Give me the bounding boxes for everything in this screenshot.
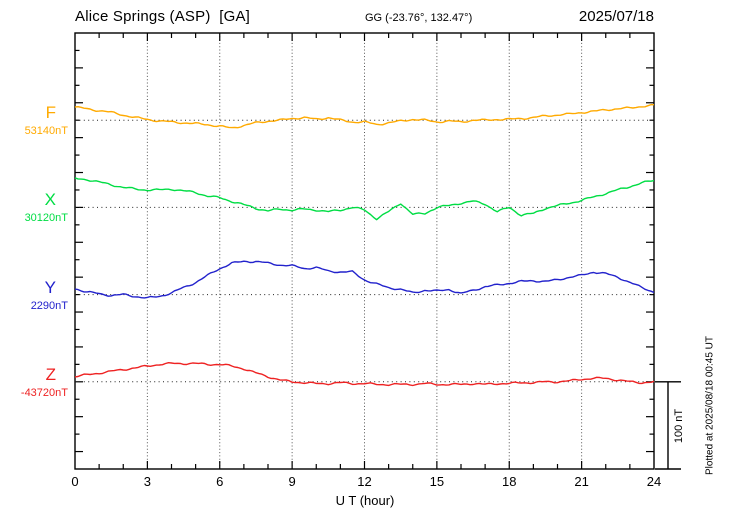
x-axis-title: U T (hour) bbox=[335, 493, 395, 508]
trace-F bbox=[74, 103, 655, 129]
hour-tick-label-21: 21 bbox=[574, 474, 589, 489]
trace-X bbox=[74, 177, 655, 221]
hour-tick-label-24: 24 bbox=[646, 474, 662, 489]
hour-tick-label-3: 3 bbox=[143, 474, 151, 489]
trace-Z bbox=[74, 362, 655, 387]
hour-tick-label-15: 15 bbox=[429, 474, 445, 489]
plot-date: 2025/07/18 bbox=[578, 8, 654, 25]
channel-baseline-value-Y: 2290nT bbox=[30, 299, 68, 312]
hour-tick-label-6: 6 bbox=[216, 474, 224, 489]
channel-letter-Y: Y bbox=[44, 277, 56, 297]
hour-tick-label-12: 12 bbox=[357, 474, 372, 489]
channel-baseline-value-F: 53140nT bbox=[24, 125, 68, 138]
station-title: Alice Springs (ASP) [GA] bbox=[75, 8, 251, 25]
channel-baseline-value-Z: -43720nT bbox=[20, 386, 68, 399]
channel-letter-X: X bbox=[44, 190, 56, 210]
plotted-at-note: Plotted at 2025/08/18 00:45 UT bbox=[704, 336, 716, 475]
channel-letter-F: F bbox=[45, 103, 56, 123]
hour-tick-label-9: 9 bbox=[288, 474, 296, 489]
channel-baseline-value-X: 30120nT bbox=[24, 212, 68, 225]
hour-tick-label-18: 18 bbox=[502, 474, 517, 489]
trace-Y bbox=[74, 260, 655, 299]
geographic-coordinates: GG (-23.76°, 132.47°) bbox=[365, 12, 473, 24]
hour-tick-label-0: 0 bbox=[71, 474, 79, 489]
channel-letter-Z: Z bbox=[45, 364, 56, 384]
scale-bar-label: 100 nT bbox=[673, 408, 685, 444]
